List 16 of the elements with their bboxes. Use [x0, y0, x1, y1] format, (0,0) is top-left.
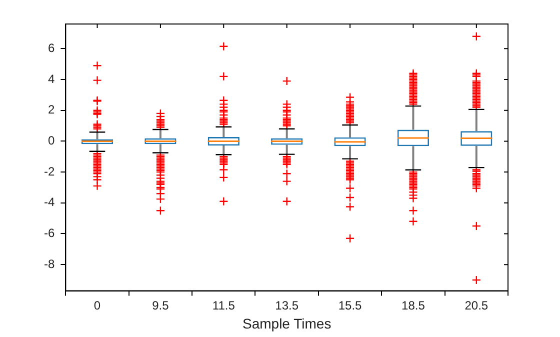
- x-tick-label: 11.5: [212, 298, 236, 312]
- y-tick-label: -6: [44, 226, 55, 240]
- y-tick-label: 0: [48, 134, 55, 148]
- x-tick-label: 15.5: [338, 298, 362, 312]
- y-tick-label: 4: [48, 72, 55, 86]
- x-axis-title: Sample Times: [242, 315, 332, 332]
- y-tick-label: -2: [44, 164, 55, 178]
- x-tick-label: 9.5: [152, 298, 170, 312]
- x-tick-label: 13.5: [275, 298, 299, 312]
- x-tick-label: 0: [94, 298, 101, 312]
- y-tick-label: 6: [48, 40, 55, 55]
- x-tick-label: 20.5: [464, 298, 488, 312]
- y-tick-label: -8: [44, 256, 55, 271]
- y-tick-label: -4: [44, 195, 55, 210]
- x-tick-label: 18.5: [402, 298, 426, 312]
- y-tick-label: 2: [48, 102, 55, 117]
